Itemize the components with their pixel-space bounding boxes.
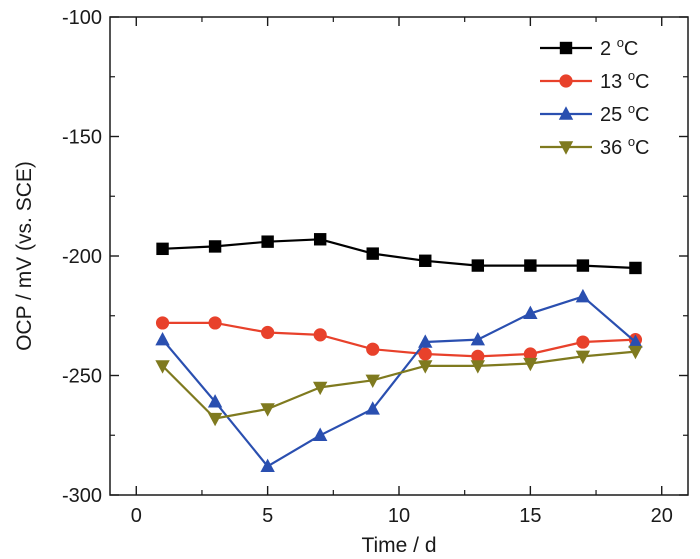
series-line xyxy=(162,238,636,270)
series-3 xyxy=(155,345,643,427)
data-point xyxy=(156,242,169,256)
legend-marker xyxy=(558,141,574,155)
data-point xyxy=(260,403,275,417)
data-point xyxy=(419,254,432,267)
data-point xyxy=(208,240,222,253)
x-axis-title: Time / d xyxy=(361,534,436,557)
data-point xyxy=(312,381,328,396)
legend-entry: 25 oC xyxy=(540,101,650,126)
data-point xyxy=(629,261,642,275)
data-point xyxy=(313,328,327,342)
data-point xyxy=(418,360,433,374)
x-tick-labels: 0 5 10 15 20 xyxy=(131,505,673,527)
y-tick-label: -200 xyxy=(62,246,102,268)
y-tick-label: -100 xyxy=(62,7,102,29)
data-point xyxy=(313,233,327,246)
series-line xyxy=(161,295,637,468)
data-point xyxy=(576,259,590,272)
data-point xyxy=(366,342,380,356)
axis-ticks xyxy=(110,16,688,496)
x-tick-label: 0 xyxy=(131,505,142,527)
data-point xyxy=(207,394,223,408)
data-point xyxy=(365,374,380,388)
data-point xyxy=(471,259,485,272)
data-point xyxy=(261,325,275,340)
data-point xyxy=(523,347,537,361)
x-tick-label: 15 xyxy=(519,505,541,527)
data-point xyxy=(576,335,590,349)
data-point xyxy=(365,401,380,415)
data-point xyxy=(524,259,537,272)
data-point xyxy=(155,316,170,330)
legend-marker xyxy=(559,41,573,55)
series-line xyxy=(161,350,636,420)
legend-entry: 13 oC xyxy=(540,68,650,93)
y-tick-labels: -300 -250 -200 -150 -100 xyxy=(62,7,102,507)
legend-marker xyxy=(558,106,574,120)
data-point xyxy=(523,357,538,372)
legend-label: 36 oC xyxy=(600,134,650,159)
data-point xyxy=(208,316,222,330)
legend: 2 oC 13 oC 25 oC 36 oC xyxy=(540,35,650,159)
series-layer xyxy=(155,233,643,473)
data-point xyxy=(628,345,643,360)
legend-entry: 2 oC xyxy=(540,35,638,60)
data-point xyxy=(471,349,485,363)
x-tick-label: 10 xyxy=(388,505,410,527)
data-point xyxy=(155,360,170,374)
data-point xyxy=(470,331,486,346)
data-point xyxy=(628,334,643,348)
y-tick-label: -250 xyxy=(62,366,102,388)
y-axis-title: OCP / mV (vs. SCE) xyxy=(13,161,36,351)
legend-label: 13 oC xyxy=(600,68,650,93)
data-point xyxy=(575,350,591,365)
legend-marker xyxy=(559,74,573,88)
data-point xyxy=(470,360,486,374)
data-point xyxy=(575,288,591,303)
x-tick-label: 5 xyxy=(262,505,273,527)
y-tick-label: -150 xyxy=(62,127,102,149)
data-point xyxy=(261,235,274,248)
legend-label: 25 oC xyxy=(600,101,650,126)
data-point xyxy=(312,427,328,441)
legend-entry: 36 oC xyxy=(540,134,650,159)
y-tick-label: -300 xyxy=(62,485,102,507)
data-point xyxy=(207,412,223,427)
series-0 xyxy=(156,233,642,275)
data-point xyxy=(260,458,275,473)
data-point xyxy=(418,334,433,348)
data-point xyxy=(523,305,538,320)
x-tick-label: 20 xyxy=(651,505,673,527)
series-line xyxy=(162,321,636,358)
series-1 xyxy=(155,316,643,363)
data-point xyxy=(366,247,379,260)
series-2 xyxy=(155,288,643,473)
legend-label: 2 oC xyxy=(600,35,638,60)
data-point xyxy=(155,331,170,346)
data-point xyxy=(418,347,432,361)
